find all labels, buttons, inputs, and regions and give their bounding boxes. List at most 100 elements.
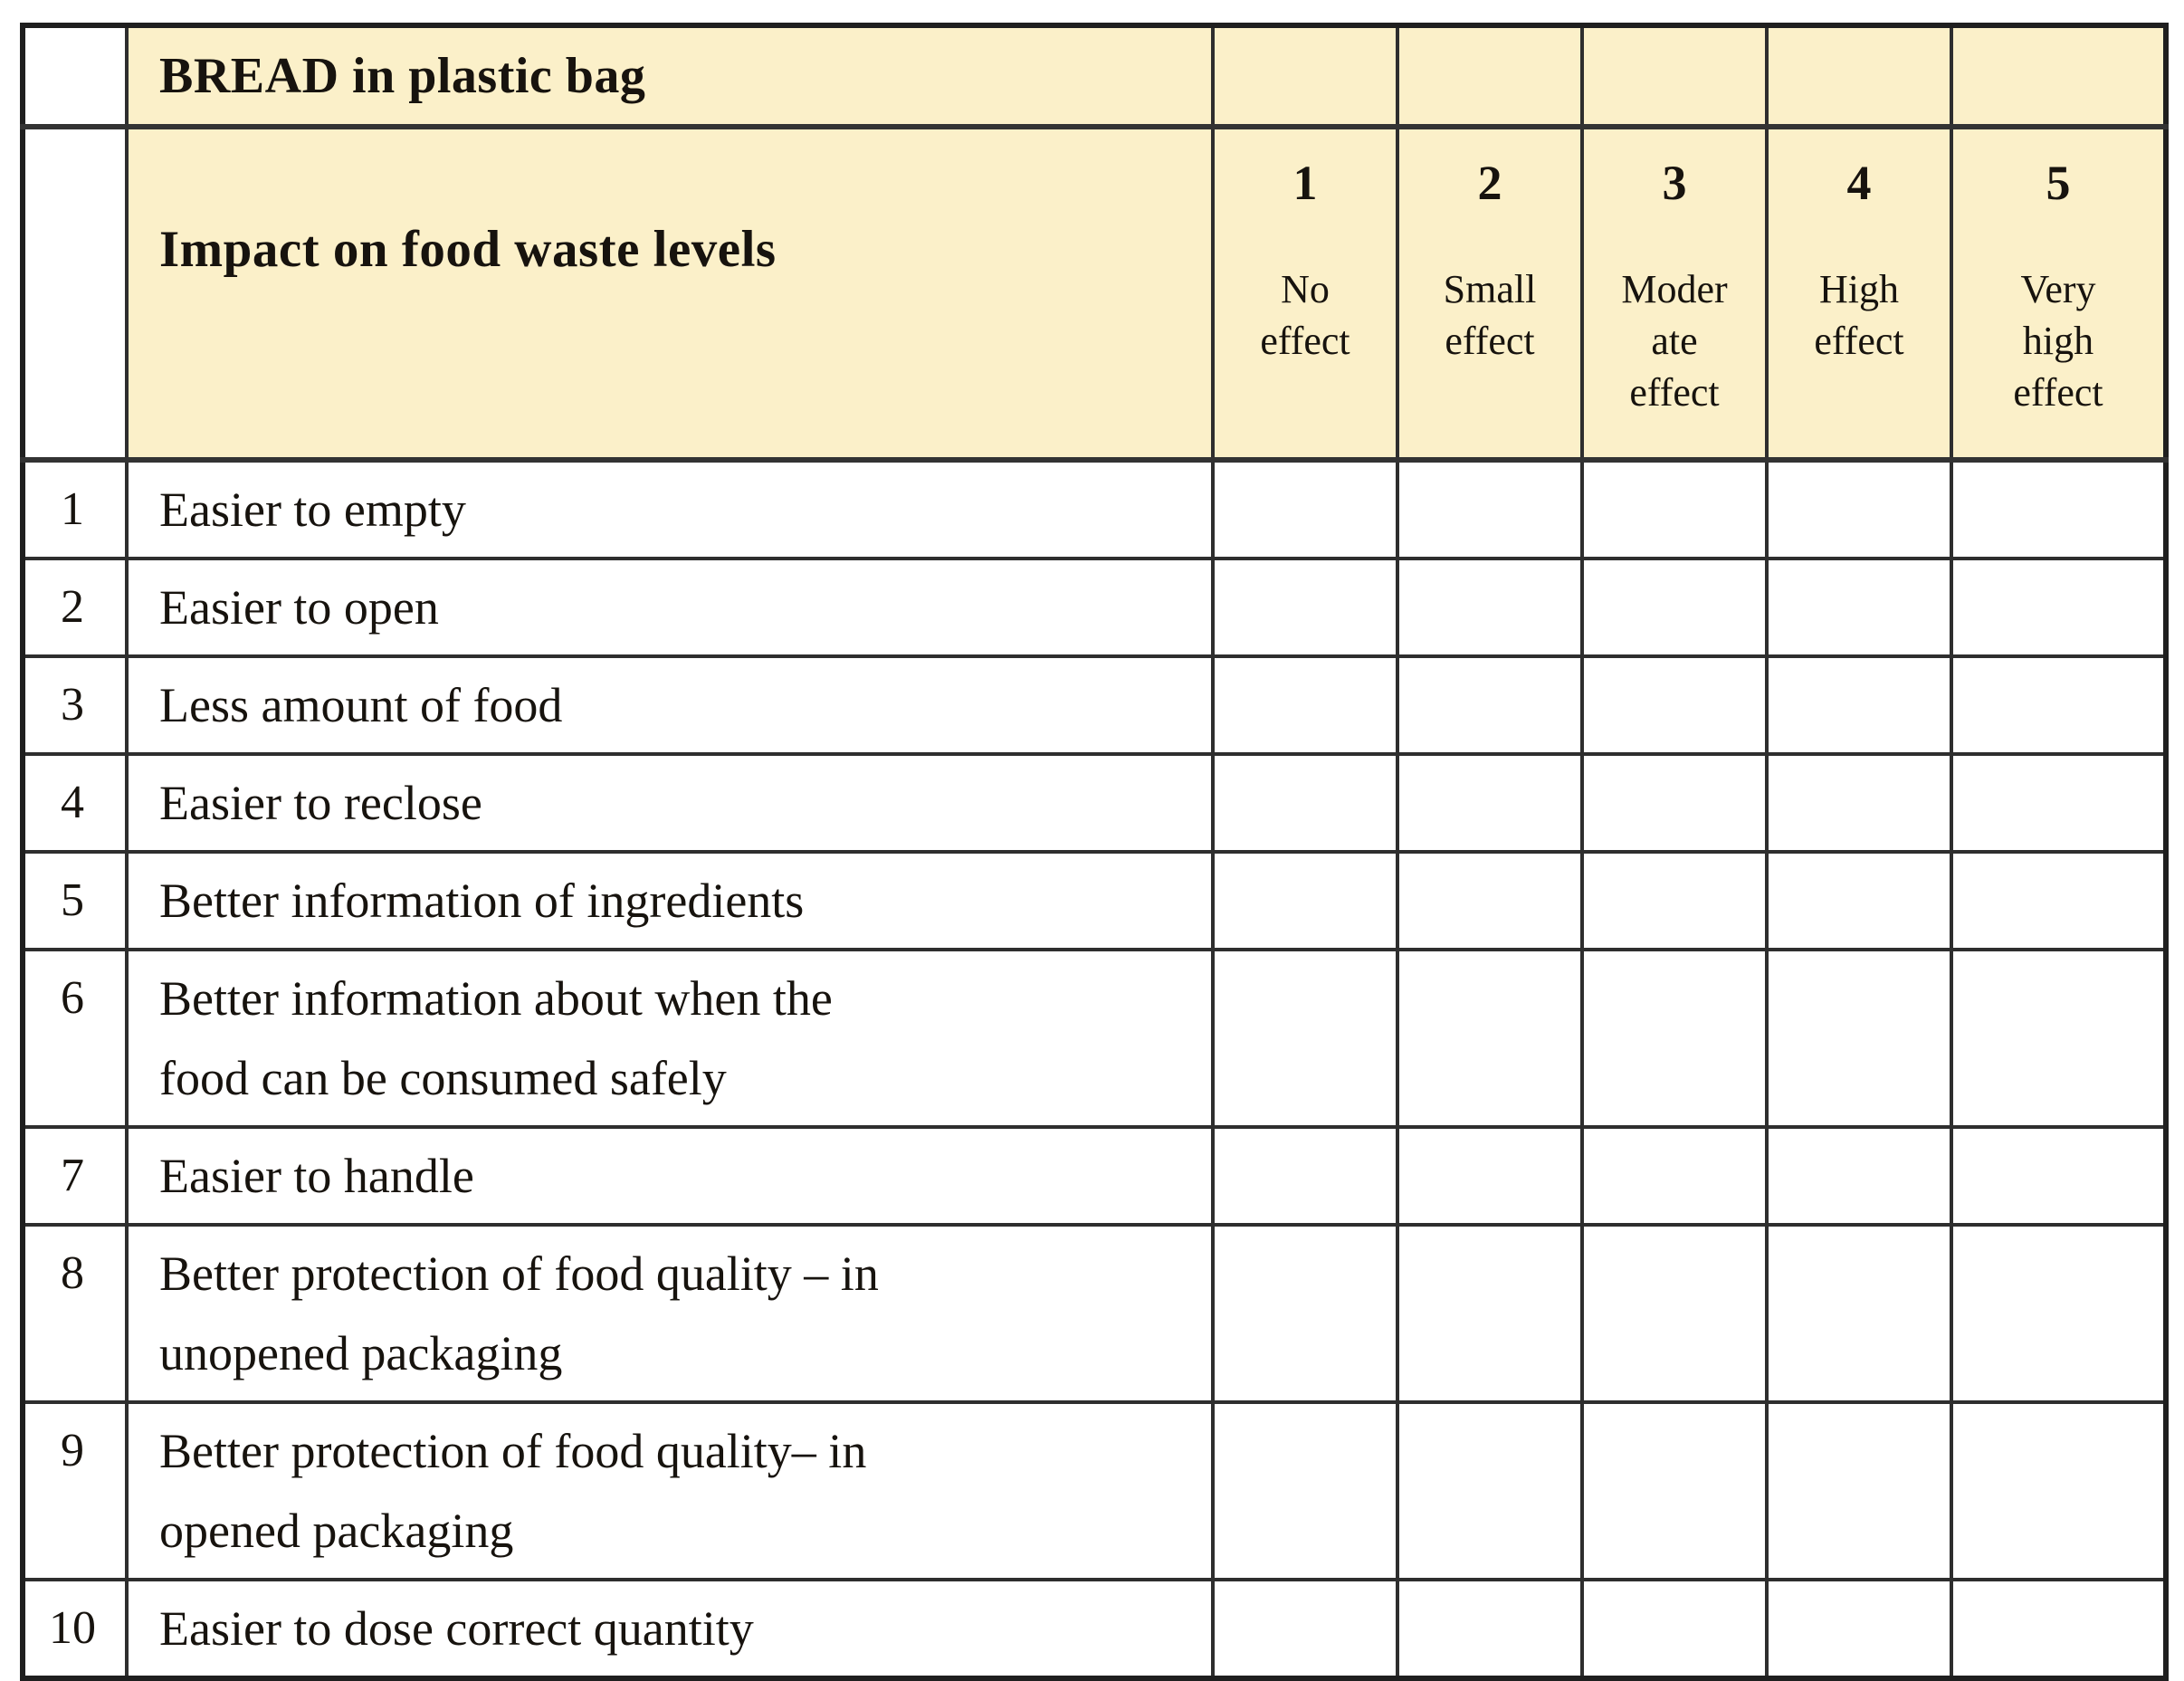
scale-label: High effect	[1814, 267, 1904, 364]
product-header-row: BREAD in plastic bag	[21, 24, 2168, 129]
rating-cell[interactable]	[1580, 1223, 1769, 1404]
rating-cell[interactable]	[1211, 1578, 1399, 1680]
table-row: 5 Better information of ingredients	[21, 850, 2168, 951]
rating-cell[interactable]	[1950, 850, 2168, 951]
scale-label: Small effect	[1443, 267, 1537, 364]
table-row: 9 Better protection of food quality– in o…	[21, 1400, 2168, 1581]
scale-value: 2	[1477, 156, 1502, 210]
rating-cell[interactable]	[1950, 752, 2168, 854]
rating-cell[interactable]	[1396, 557, 1584, 658]
rating-cell[interactable]	[1950, 1578, 2168, 1680]
questionnaire-page: BREAD in plastic bag Impact on food wast…	[20, 23, 2169, 1681]
rating-cell[interactable]	[1580, 850, 1769, 951]
rating-cell[interactable]	[1211, 850, 1399, 951]
scale-label: No effect	[1260, 267, 1350, 364]
table-row: 2 Easier to open	[21, 557, 2168, 658]
rating-cell[interactable]	[1211, 752, 1399, 854]
rating-cell[interactable]	[1950, 948, 2168, 1129]
rating-cell[interactable]	[1765, 1125, 1953, 1227]
rating-cell[interactable]	[1950, 458, 2168, 560]
row-number: 5	[21, 850, 129, 951]
row-number: 7	[21, 1125, 129, 1227]
rating-cell[interactable]	[1580, 1125, 1769, 1227]
rating-cell[interactable]	[1396, 850, 1584, 951]
rating-cell[interactable]	[1396, 1223, 1584, 1404]
row-number: 9	[21, 1400, 129, 1581]
rating-cell[interactable]	[1211, 1223, 1399, 1404]
rating-cell[interactable]	[1211, 654, 1399, 756]
rating-cell[interactable]	[1950, 1125, 2168, 1227]
rating-cell[interactable]	[1765, 458, 1953, 560]
rating-cell[interactable]	[1396, 948, 1584, 1129]
statement-cell: Better information of ingredients	[125, 850, 1215, 951]
statement-cell: Better information about when the food ca…	[125, 948, 1215, 1129]
rating-cell[interactable]	[1396, 654, 1584, 756]
rating-cell[interactable]	[1580, 948, 1769, 1129]
statement-cell: Easier to dose correct quantity	[125, 1578, 1215, 1680]
rating-cell[interactable]	[1580, 752, 1769, 854]
rating-cell[interactable]	[1950, 1400, 2168, 1581]
table-row: 7 Easier to handle	[21, 1125, 2168, 1227]
rating-cell[interactable]	[1950, 557, 2168, 658]
corner-cell	[21, 125, 129, 463]
rating-cell[interactable]	[1950, 654, 2168, 756]
table-row: 6 Better information about when the food …	[21, 948, 2168, 1129]
rating-cell[interactable]	[1396, 458, 1584, 560]
rating-cell[interactable]	[1580, 654, 1769, 756]
scale-header-row: Impact on food waste levels 1 No effect 2…	[21, 125, 2168, 463]
rating-cell[interactable]	[1211, 1125, 1399, 1227]
rating-cell[interactable]	[1580, 1400, 1769, 1581]
question-title: Impact on food waste levels	[125, 125, 1215, 463]
rating-cell[interactable]	[1396, 1578, 1584, 1680]
statement-cell: Better protection of food quality– in ope…	[125, 1400, 1215, 1581]
statement-cell: Easier to empty	[125, 458, 1215, 560]
rating-cell[interactable]	[1765, 948, 1953, 1129]
rating-cell[interactable]	[1396, 1125, 1584, 1227]
row-number: 1	[21, 458, 129, 560]
statement-cell: Easier to open	[125, 557, 1215, 658]
rating-cell[interactable]	[1765, 752, 1953, 854]
row-number: 10	[21, 1578, 129, 1680]
corner-cell	[21, 24, 129, 129]
scale-value: 5	[2046, 156, 2071, 210]
scale-label: Very high effect	[2013, 267, 2103, 415]
row-number: 6	[21, 948, 129, 1129]
header-spacer-cell	[1950, 24, 2168, 129]
scale-value: 3	[1662, 156, 1687, 210]
scale-value: 4	[1846, 156, 1872, 210]
food-waste-impact-table: BREAD in plastic bag Impact on food wast…	[20, 23, 2169, 1681]
scale-column-2: 2 Small effect	[1396, 125, 1584, 463]
rating-cell[interactable]	[1396, 1400, 1584, 1581]
statement-cell: Easier to handle	[125, 1125, 1215, 1227]
product-title: BREAD in plastic bag	[125, 24, 1215, 129]
table-row: 3 Less amount of food	[21, 654, 2168, 756]
header-spacer-cell	[1765, 24, 1953, 129]
rating-cell[interactable]	[1211, 458, 1399, 560]
rating-cell[interactable]	[1211, 1400, 1399, 1581]
header-spacer-cell	[1396, 24, 1584, 129]
rating-cell[interactable]	[1765, 1578, 1953, 1680]
rating-cell[interactable]	[1765, 1223, 1953, 1404]
statement-cell: Better protection of food quality – in un…	[125, 1223, 1215, 1404]
rating-cell[interactable]	[1580, 458, 1769, 560]
rating-cell[interactable]	[1765, 654, 1953, 756]
rating-cell[interactable]	[1765, 557, 1953, 658]
statement-cell: Easier to reclose	[125, 752, 1215, 854]
header-spacer-cell	[1211, 24, 1399, 129]
rating-cell[interactable]	[1211, 948, 1399, 1129]
row-number: 2	[21, 557, 129, 658]
scale-column-4: 4 High effect	[1765, 125, 1953, 463]
rating-cell[interactable]	[1765, 1400, 1953, 1581]
rating-cell[interactable]	[1765, 850, 1953, 951]
scale-value: 1	[1292, 156, 1318, 210]
table-row: 1 Easier to empty	[21, 458, 2168, 560]
rating-cell[interactable]	[1396, 752, 1584, 854]
rating-cell[interactable]	[1950, 1223, 2168, 1404]
scale-column-5: 5 Very high effect	[1950, 125, 2168, 463]
scale-label: Moder ate effect	[1621, 267, 1728, 415]
rating-cell[interactable]	[1211, 557, 1399, 658]
scale-column-3: 3 Moder ate effect	[1580, 125, 1769, 463]
header-spacer-cell	[1580, 24, 1769, 129]
rating-cell[interactable]	[1580, 557, 1769, 658]
rating-cell[interactable]	[1580, 1578, 1769, 1680]
